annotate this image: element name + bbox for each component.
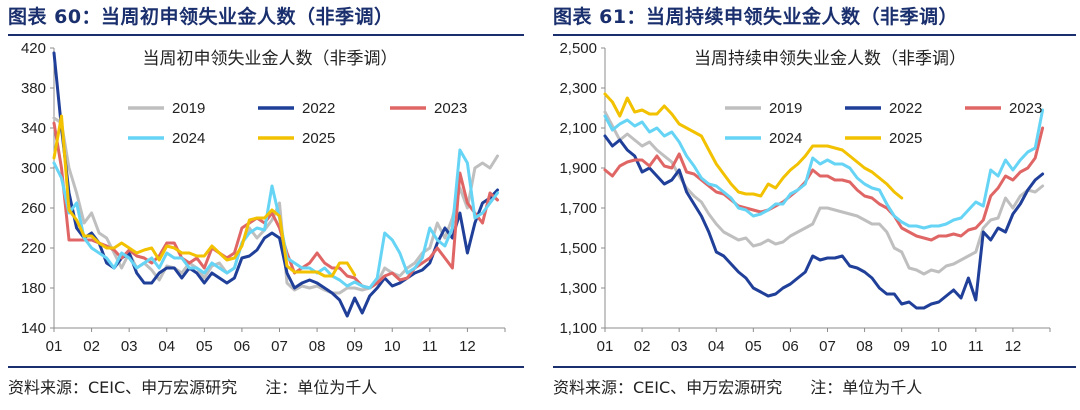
x-tick-label: 01 (46, 338, 63, 355)
x-tick-label: 06 (782, 338, 799, 355)
legend-label-2019: 2019 (172, 100, 205, 117)
x-tick-label: 10 (384, 338, 401, 355)
x-tick-label: 06 (234, 338, 251, 355)
unit-note: 注：单位为千人 (810, 378, 923, 397)
y-tick-label: 1,500 (559, 240, 597, 257)
series-line-2023 (603, 126, 1045, 242)
figure-title: 图表 60：当周初申领失业金人数（非季调） (8, 6, 394, 28)
x-tick-label: 05 (745, 338, 762, 355)
y-tick-label: 2,300 (559, 80, 597, 97)
x-tick-label: 07 (819, 338, 836, 355)
series-line-2022 (603, 134, 1045, 310)
x-tick-label: 02 (83, 338, 100, 355)
title-rule (553, 34, 1076, 36)
x-tick-label: 11 (422, 338, 438, 355)
legend-label-2022: 2022 (889, 100, 922, 117)
x-tick-label: 08 (856, 338, 873, 355)
y-tick-label: 180 (21, 280, 46, 297)
x-tick-label: 02 (634, 338, 651, 355)
x-tick-label: 10 (930, 338, 947, 355)
figure-61: 图表 61：当周持续申领失业金人数（非季调） 1,100 1,300 1,500 1,… (545, 0, 1080, 410)
series-line-2019 (603, 110, 1045, 276)
x-tick-label: 05 (196, 338, 213, 355)
y-tick-label: 300 (21, 160, 46, 177)
series-line-2024 (52, 148, 499, 290)
y-tick-label: 140 (21, 320, 46, 337)
y-tick-label: 2,100 (559, 120, 597, 137)
legend-label-2024: 2024 (172, 130, 205, 147)
series-line-2023 (52, 121, 499, 290)
source-rule (553, 366, 1076, 368)
chart-title: 当周初申领失业金人数（非季调） (143, 49, 398, 68)
legend-label-2022: 2022 (302, 100, 335, 117)
legend-label-2023: 2023 (434, 100, 467, 117)
title-rule (8, 34, 524, 36)
x-tick-label: 03 (121, 338, 138, 355)
unit-note: 注：单位为千人 (265, 378, 378, 397)
figure-60: 图表 60：当周初申领失业金人数（非季调） 140 180 220 260 300 340… (0, 0, 528, 410)
y-tick-label: 2,500 (559, 40, 597, 57)
figure-title: 图表 61：当周持续申领失业金人数（非季调） (553, 6, 959, 28)
series-line-2025 (603, 92, 904, 200)
initial-claims-chart: 140 180 220 260 300 340 380 420 01 02 03 04 05 06 07 08… (21, 40, 506, 355)
series-line-2025 (52, 114, 357, 278)
y-tick-label: 380 (21, 80, 46, 97)
y-tick-label: 340 (21, 120, 46, 137)
series-line-2022 (52, 51, 499, 318)
x-tick-label: 12 (1005, 338, 1022, 355)
source-text: 资料来源：CEIC、申万宏源研究 (8, 378, 238, 397)
x-tick-label: 07 (271, 338, 288, 355)
source-rule (8, 366, 524, 368)
y-tick-label: 420 (21, 40, 46, 57)
series-line-2024 (603, 108, 1045, 230)
legend-label-2019: 2019 (769, 100, 802, 117)
y-tick-label: 1,300 (559, 280, 597, 297)
y-tick-label: 1,700 (559, 200, 597, 217)
x-tick-label: 01 (597, 338, 614, 355)
legend-label-2025: 2025 (302, 130, 335, 147)
source-line: 资料来源：CEIC、申万宏源研究 注：单位为千人 (553, 374, 922, 398)
legend-label-2024: 2024 (769, 130, 802, 147)
y-tick-label: 1,100 (559, 320, 597, 337)
legend-label-2025: 2025 (889, 130, 922, 147)
x-tick-label: 08 (309, 338, 326, 355)
x-tick-label: 09 (893, 338, 910, 355)
source-line: 资料来源：CEIC、申万宏源研究 注：单位为千人 (8, 374, 377, 398)
y-tick-label: 260 (21, 200, 46, 217)
source-text: 资料来源：CEIC、申万宏源研究 (553, 378, 783, 397)
y-tick-label: 1,900 (559, 160, 597, 177)
x-tick-label: 04 (708, 338, 725, 355)
x-tick-label: 12 (459, 338, 476, 355)
x-tick-label: 03 (671, 338, 688, 355)
x-tick-label: 04 (158, 338, 175, 355)
continuing-claims-chart: 1,100 1,300 1,500 1,700 1,900 2,100 2,300 2,500… (559, 40, 1051, 355)
x-tick-label: 09 (346, 338, 363, 355)
x-tick-label: 11 (968, 338, 984, 355)
chart-title: 当周持续申领失业金人数（非季调） (694, 49, 966, 68)
y-tick-label: 220 (21, 240, 46, 257)
legend-label-2023: 2023 (1009, 100, 1042, 117)
